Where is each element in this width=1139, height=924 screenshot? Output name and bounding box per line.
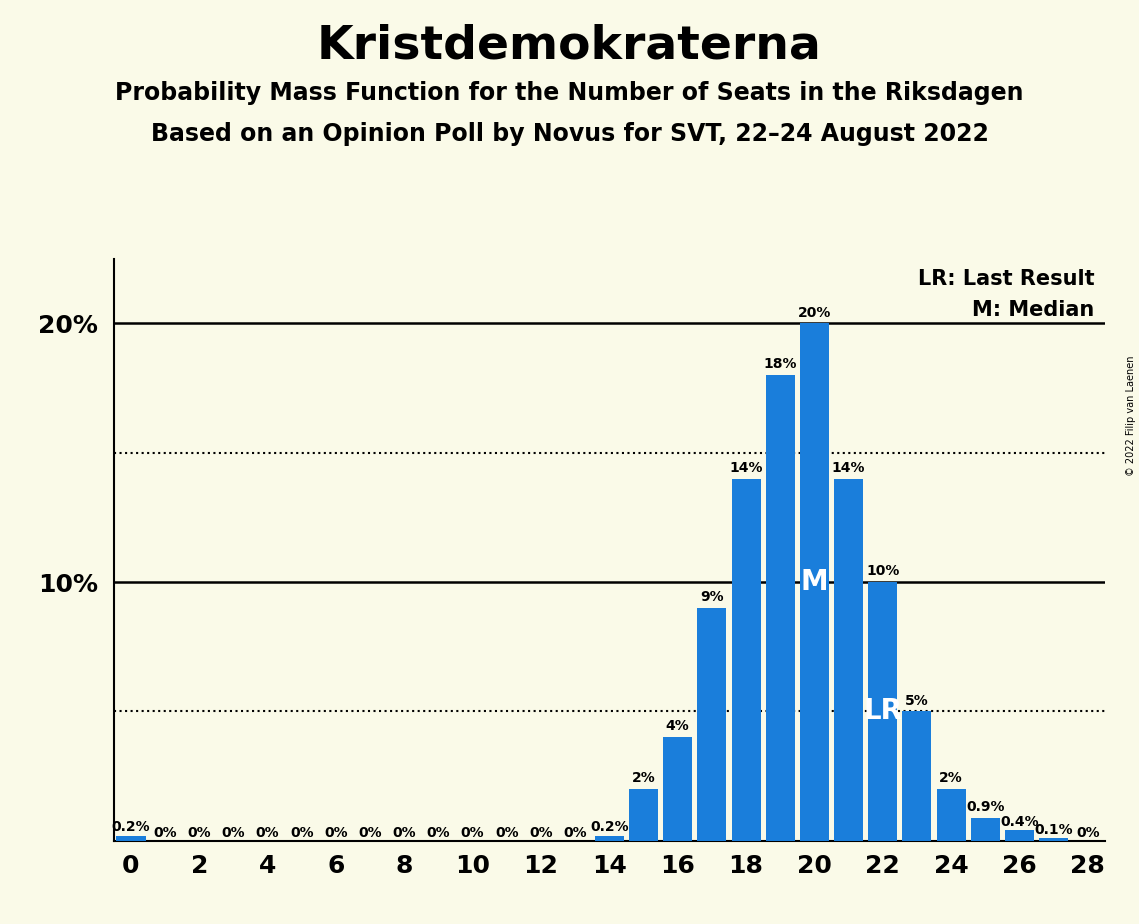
Bar xyxy=(970,818,1000,841)
Bar xyxy=(697,608,727,841)
Text: Probability Mass Function for the Number of Seats in the Riksdagen: Probability Mass Function for the Number… xyxy=(115,81,1024,105)
Text: 0%: 0% xyxy=(290,825,313,840)
Text: 14%: 14% xyxy=(729,461,763,475)
Text: 0.1%: 0.1% xyxy=(1034,823,1073,837)
Text: 0%: 0% xyxy=(564,825,587,840)
Text: © 2022 Filip van Laenen: © 2022 Filip van Laenen xyxy=(1126,356,1136,476)
Text: Kristdemokraterna: Kristdemokraterna xyxy=(317,23,822,68)
Bar xyxy=(834,479,863,841)
Text: 5%: 5% xyxy=(906,694,928,708)
Bar xyxy=(902,711,932,841)
Text: 14%: 14% xyxy=(831,461,866,475)
Bar xyxy=(663,737,693,841)
Text: 0%: 0% xyxy=(461,825,484,840)
Bar xyxy=(765,375,795,841)
Text: 18%: 18% xyxy=(763,358,797,371)
Text: 2%: 2% xyxy=(632,772,655,785)
Bar xyxy=(1039,838,1068,841)
Text: 0%: 0% xyxy=(393,825,416,840)
Bar xyxy=(1005,831,1034,841)
Bar xyxy=(629,789,658,841)
Bar xyxy=(731,479,761,841)
Text: 2%: 2% xyxy=(940,772,962,785)
Text: 4%: 4% xyxy=(666,720,689,734)
Text: LR: Last Result: LR: Last Result xyxy=(918,269,1095,289)
Text: 9%: 9% xyxy=(700,590,723,604)
Text: 10%: 10% xyxy=(866,565,900,578)
Bar xyxy=(800,323,829,841)
Bar xyxy=(936,789,966,841)
Text: 0%: 0% xyxy=(427,825,450,840)
Bar xyxy=(595,835,624,841)
Text: 0%: 0% xyxy=(256,825,279,840)
Text: 0.4%: 0.4% xyxy=(1000,815,1039,829)
Text: LR: LR xyxy=(863,698,902,725)
Bar xyxy=(868,582,898,841)
Text: 0%: 0% xyxy=(359,825,382,840)
Text: 0%: 0% xyxy=(154,825,177,840)
Text: 0.9%: 0.9% xyxy=(966,799,1005,814)
Text: 0%: 0% xyxy=(530,825,552,840)
Text: 0%: 0% xyxy=(188,825,211,840)
Text: Based on an Opinion Poll by Novus for SVT, 22–24 August 2022: Based on an Opinion Poll by Novus for SV… xyxy=(150,122,989,146)
Text: 0%: 0% xyxy=(325,825,347,840)
Text: 0%: 0% xyxy=(495,825,518,840)
Text: 0.2%: 0.2% xyxy=(112,821,150,834)
Text: 0%: 0% xyxy=(1076,825,1099,840)
Text: 0.2%: 0.2% xyxy=(590,821,629,834)
Bar xyxy=(116,835,146,841)
Text: 20%: 20% xyxy=(797,306,831,320)
Text: M: M xyxy=(801,568,828,596)
Text: M: Median: M: Median xyxy=(973,300,1095,320)
Text: 0%: 0% xyxy=(222,825,245,840)
